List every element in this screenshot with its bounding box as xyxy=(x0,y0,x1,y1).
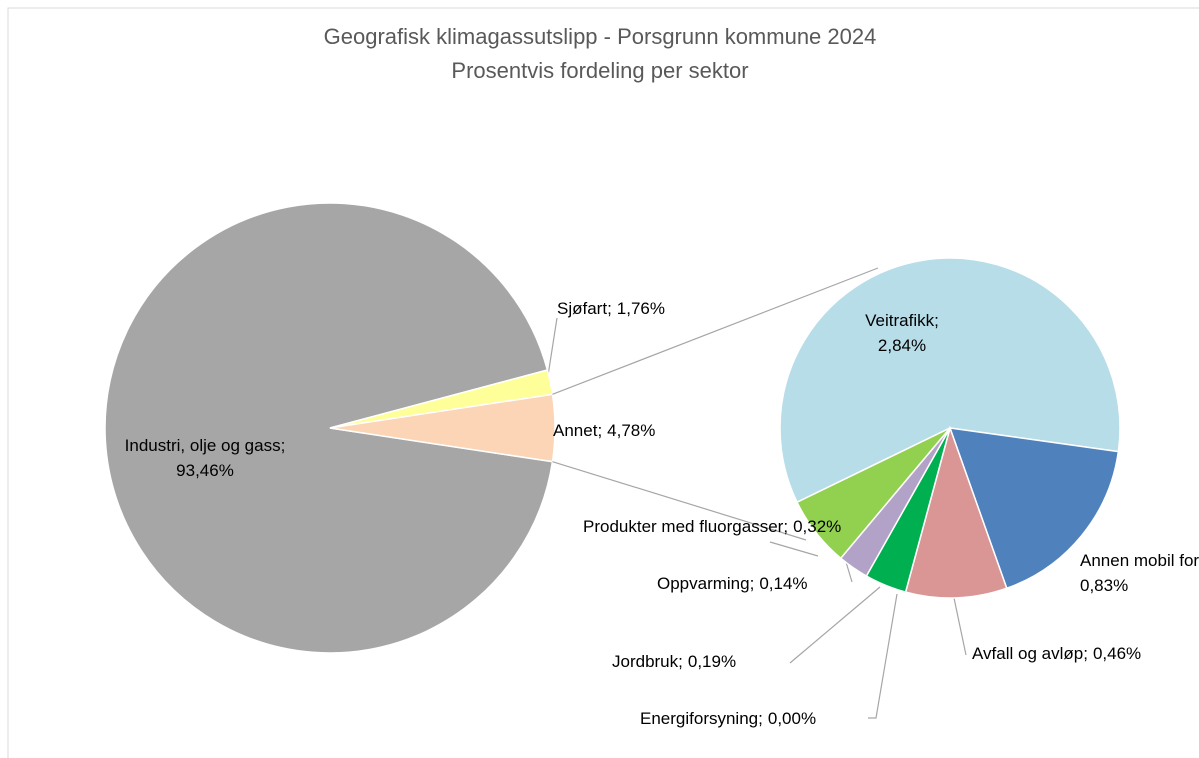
pie-slice xyxy=(904,425,1008,599)
pie-slice xyxy=(104,202,554,654)
label-name: Annet xyxy=(553,421,598,440)
connector-line xyxy=(552,461,807,541)
label-name: Industri, olje og gass xyxy=(125,436,281,455)
label-name: Jordbruk xyxy=(612,652,679,671)
label-separator: ; xyxy=(678,652,683,671)
chart-subtitle: Prosentvis fordeling per sektor xyxy=(451,58,748,83)
data-label: Avfall og avløp; 0,46% xyxy=(972,644,1141,663)
label-separator: ; xyxy=(758,709,763,728)
label-separator: ; xyxy=(750,574,755,593)
label-name: Energiforsyning xyxy=(640,709,758,728)
label-name: Veitrafikk xyxy=(865,311,934,330)
data-label: Produkter med fluorgasser; 0,32% xyxy=(583,517,841,536)
pie-slice xyxy=(796,427,951,560)
leader-line xyxy=(546,317,558,383)
data-label: Industri, olje og gass; 93,46% xyxy=(125,436,286,480)
label-separator: ; xyxy=(597,421,602,440)
leader-line xyxy=(953,597,967,656)
data-label: Annet; 4,78% xyxy=(553,421,655,440)
label-separator: ; xyxy=(607,299,612,318)
label-separator: ; xyxy=(934,311,939,330)
label-name: Oppvarming xyxy=(657,574,750,593)
leader-line xyxy=(789,586,881,664)
label-name: Sjøfart xyxy=(557,299,607,318)
label-value: 0,14% xyxy=(759,574,807,593)
label-value: 0,46% xyxy=(1093,644,1141,663)
label-value: 0,00% xyxy=(768,709,816,728)
leader-line xyxy=(769,541,819,557)
label-name: Avfall og avløp xyxy=(972,644,1083,663)
label-separator: ; xyxy=(783,517,788,536)
label-name: Annen mobil forbrenning xyxy=(1080,551,1199,570)
data-label: Jordbruk; 0,19% xyxy=(612,652,736,671)
label-value: 0,32% xyxy=(793,517,841,536)
pie-slice xyxy=(329,393,556,463)
data-label: Sjøfart; 1,76% xyxy=(557,299,665,318)
pie-slice xyxy=(779,257,1121,504)
label-separator: ; xyxy=(1083,644,1088,663)
data-label: Oppvarming; 0,14% xyxy=(657,574,808,593)
leader-lines xyxy=(546,317,967,719)
connector-line xyxy=(552,267,879,395)
label-value: 0,83% xyxy=(1080,576,1128,595)
leader-line xyxy=(868,593,898,719)
data-label: Veitrafikk; 2,84% xyxy=(865,311,939,355)
label-value: 1,76% xyxy=(617,299,665,318)
chart-title: Geografisk klimagassutslipp - Porsgrunn … xyxy=(324,24,877,49)
data-label: Annen mobil forbrenning;0,83% xyxy=(1080,551,1199,595)
data-label: Energiforsyning; 0,00% xyxy=(640,709,816,728)
label-separator: ; xyxy=(281,436,286,455)
label-value: 4,78% xyxy=(607,421,655,440)
leader-line xyxy=(845,561,853,583)
label-value: 93,46% xyxy=(176,461,234,480)
label-name: Produkter med fluorgasser xyxy=(583,517,784,536)
label-value: 2,84% xyxy=(878,336,926,355)
pie-slice xyxy=(948,427,1120,590)
label-value: 0,19% xyxy=(688,652,736,671)
